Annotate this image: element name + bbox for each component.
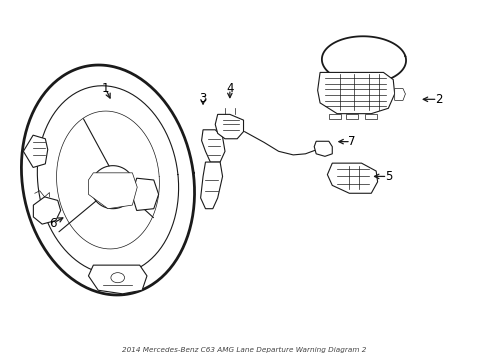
Text: 2: 2 [434, 93, 442, 106]
Polygon shape [327, 163, 377, 193]
Polygon shape [328, 114, 340, 119]
Polygon shape [88, 265, 147, 294]
Polygon shape [314, 141, 331, 156]
Polygon shape [345, 114, 357, 119]
Polygon shape [200, 162, 222, 209]
Polygon shape [215, 114, 243, 139]
Polygon shape [23, 135, 48, 167]
Text: 1: 1 [102, 82, 109, 95]
Text: 4: 4 [225, 82, 233, 95]
Polygon shape [33, 197, 61, 224]
Polygon shape [88, 173, 137, 209]
Text: 6: 6 [49, 216, 57, 230]
Polygon shape [132, 178, 158, 211]
Polygon shape [201, 130, 224, 162]
Polygon shape [365, 114, 376, 119]
Polygon shape [394, 89, 405, 100]
Text: 7: 7 [347, 135, 355, 148]
Text: 5: 5 [384, 170, 391, 183]
Text: 3: 3 [199, 92, 206, 105]
Text: 2014 Mercedes-Benz C63 AMG Lane Departure Warning Diagram 2: 2014 Mercedes-Benz C63 AMG Lane Departur… [122, 347, 366, 353]
Polygon shape [317, 72, 394, 114]
